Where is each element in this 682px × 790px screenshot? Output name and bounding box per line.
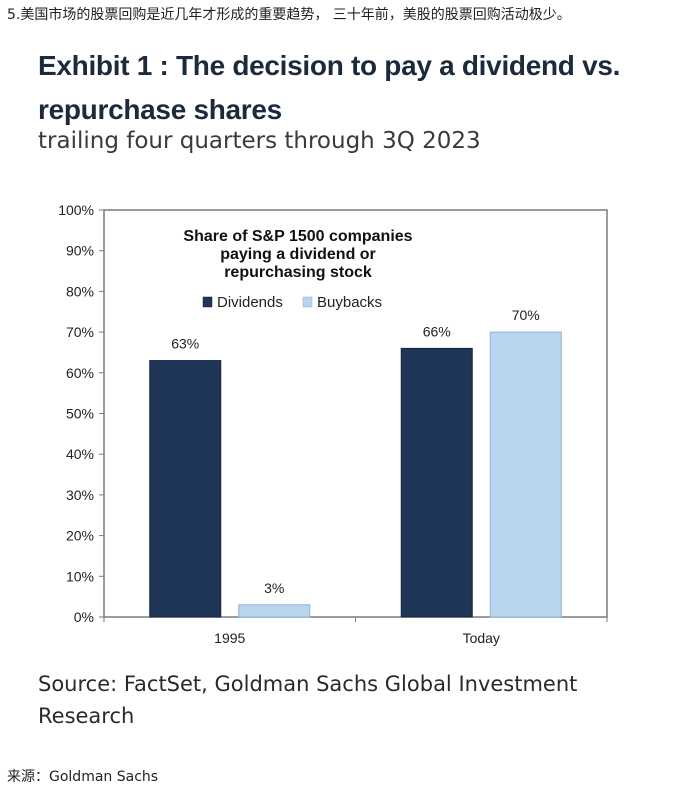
y-tick-label: 20%: [66, 528, 94, 544]
exhibit-subtitle: trailing four quarters through 3Q 2023: [38, 128, 481, 154]
y-tick-label: 10%: [66, 568, 94, 584]
chart-title-line: paying a dividend or: [220, 246, 376, 263]
y-tick-label: 80%: [66, 283, 94, 299]
bar-buybacks-today: [489, 331, 562, 618]
y-tick-label: 30%: [66, 487, 94, 503]
y-tick-label: 50%: [66, 406, 94, 422]
footnote: 来源：Goldman Sachs: [7, 769, 159, 785]
legend-label-buybacks: Buybacks: [317, 294, 382, 311]
source-note: Source: FactSet, Goldman Sachs Global In…: [38, 672, 578, 728]
y-tick-label: 90%: [66, 243, 94, 259]
data-label: 66%: [423, 323, 451, 339]
bar-dividends-today: [400, 347, 473, 618]
data-label: 70%: [512, 307, 540, 323]
chart-title-line: repurchasing stock: [224, 264, 372, 281]
y-tick-label: 100%: [58, 202, 94, 218]
data-label: 63%: [171, 336, 199, 352]
y-tick-label: 0%: [74, 609, 94, 625]
legend-swatch-buybacks: [302, 296, 313, 308]
exhibit-title: Exhibit 1 : The decision to pay a divide…: [38, 50, 621, 125]
y-tick-label: 40%: [66, 446, 94, 462]
intro-text: 5.美国市场的股票回购是近几年才形成的重要趋势， 三十年前，美股的股票回购活动极…: [7, 7, 571, 23]
bar-dividends-1995: [149, 360, 222, 618]
data-label: 3%: [264, 580, 284, 596]
x-category-label: 1995: [214, 630, 245, 646]
bar-buybacks-1995: [238, 604, 311, 618]
chart-title-line: Share of S&P 1500 companies: [183, 228, 412, 245]
x-category-label: Today: [463, 630, 500, 646]
y-tick-label: 60%: [66, 365, 94, 381]
y-tick-label: 70%: [66, 324, 94, 340]
legend-swatch-dividends: [202, 296, 213, 308]
legend-label-dividends: Dividends: [217, 294, 283, 311]
